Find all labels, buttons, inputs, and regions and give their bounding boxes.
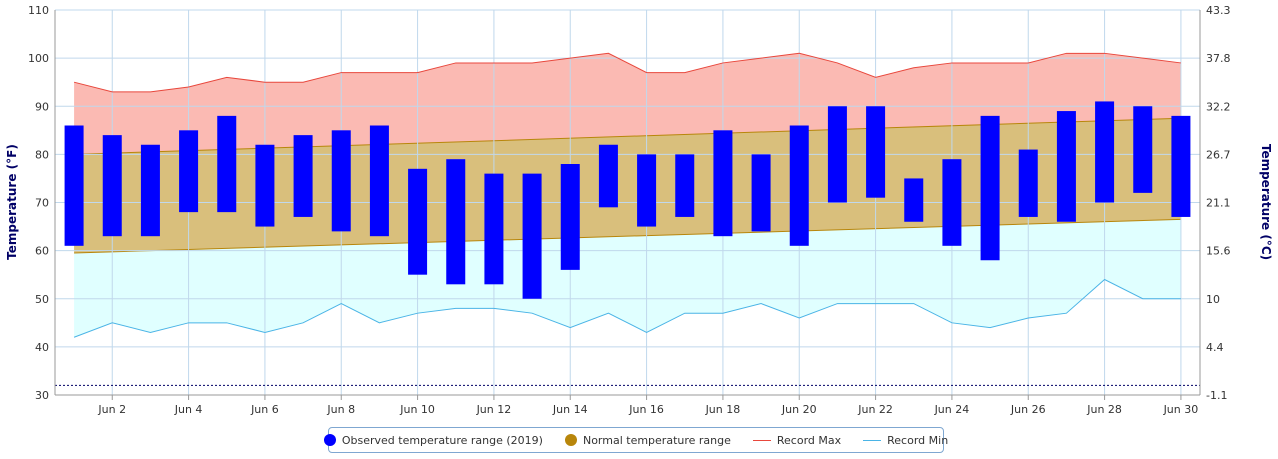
observed-bar[interactable] [789,125,809,246]
y-axis-left-title: Temperature (°F) [5,144,19,260]
observed-bar[interactable] [522,173,542,299]
y-right-tick-label: 15.6 [1206,245,1231,258]
y-axis-right-title: Temperature (°C) [1259,144,1273,260]
observed-bar[interactable] [675,154,695,217]
legend-item-record-max[interactable]: Record Max [752,433,842,447]
y-left-tick-label: 30 [35,389,49,402]
observed-bars[interactable] [64,101,1191,299]
observed-bar[interactable] [866,106,886,198]
y-right-tick-label: 37.8 [1206,52,1231,65]
record-min-line [73,278,1181,338]
observed-bar[interactable] [560,164,580,270]
x-tick-label: Jun 2 [97,403,126,416]
observed-bar[interactable] [179,130,199,213]
legend-normal-label: Normal temperature range [582,433,731,447]
x-tick-label: Jun 10 [399,403,435,416]
y-right-tick-label: -1.1 [1206,389,1227,402]
observed-bar[interactable] [1018,149,1038,217]
x-tick-label: Jun 6 [250,403,279,416]
x-tick-label: Jun 26 [1010,403,1046,416]
y-right-tick-label: 21.1 [1206,197,1231,210]
legend-record-min-label: Record Min [887,433,949,447]
observed-bar[interactable] [64,125,84,246]
observed-bar[interactable] [827,106,847,203]
area-fills [74,53,1181,338]
y-left-tick-label: 40 [35,341,49,354]
x-tick-label: Jun 4 [174,403,203,416]
record-min-band [74,219,1181,338]
record-max-band [74,53,1181,155]
observed-bar[interactable] [369,125,389,237]
observed-bar[interactable] [942,159,962,246]
legend-item-normal[interactable]: Normal temperature range [564,433,731,447]
legend-observed-symbol [323,434,336,446]
observed-bar[interactable] [331,130,351,232]
x-tick-label: Jun 22 [857,403,893,416]
y-right-tick-label: 26.7 [1206,148,1231,161]
x-tick-label: Jun 24 [934,403,970,416]
x-tick-label: Jun 12 [476,403,512,416]
y-right-tick-label: 4.4 [1206,341,1224,354]
observed-bar[interactable] [713,130,733,237]
legend-item-record-min[interactable]: Record Min [863,434,948,447]
y-right-tick-label: 32.2 [1206,100,1231,113]
observed-bar[interactable] [446,159,466,285]
observed-bar[interactable] [255,144,275,227]
observed-bar[interactable] [484,173,504,285]
legend-observed-label: Observed temperature range (2019) [341,433,543,447]
observed-bar[interactable] [1171,115,1191,217]
y-left-tick-label: 80 [35,148,49,161]
y-left-tick-label: 70 [35,197,49,210]
x-tick-label: Jun 28 [1086,403,1122,416]
observed-bar[interactable] [637,154,657,227]
chart-legend: Observed temperature range (2019) Normal… [323,427,948,453]
legend-normal-symbol [564,434,577,446]
observed-bar[interactable] [408,168,428,275]
legend-record-max-label: Record Max [776,433,842,447]
x-tick-label: Jun 30 [1163,403,1199,416]
observed-bar[interactable] [598,144,618,208]
y-left-tick-label: 90 [35,100,49,113]
y-left-tick-label: 100 [28,52,49,65]
x-tick-label: Jun 14 [552,403,588,416]
record-lines [55,52,1200,386]
record-max-line [73,52,1181,93]
legend-item-observed[interactable]: Observed temperature range (2019) [323,433,543,447]
observed-bar[interactable] [751,154,771,232]
legend-record-max-symbol [752,439,771,441]
y-right-tick-label: 10 [1206,293,1220,306]
x-tick-label: Jun 18 [705,403,741,416]
observed-bar[interactable] [102,135,122,237]
y-left-tick-label: 110 [28,4,49,17]
y-left-tick-label: 50 [35,293,49,306]
x-tick-label: Jun 16 [628,403,664,416]
observed-bar[interactable] [140,144,160,237]
temperature-chart: 30 -1.1 40 4.4 50 10 60 15.6 70 21.1 80 26.7 90 32.2 1… [5,4,1273,416]
observed-bar[interactable] [1056,111,1076,222]
observed-bar[interactable] [1095,101,1115,203]
observed-bar[interactable] [217,115,237,213]
y-right-tick-label: 43.3 [1206,4,1231,17]
observed-bar[interactable] [904,178,924,222]
y-left-tick-label: 60 [35,245,49,258]
observed-bar[interactable] [1133,106,1153,193]
x-tick-label: Jun 20 [781,403,817,416]
normal-range-band [74,118,1181,254]
observed-bar[interactable] [293,135,313,217]
legend-record-min-symbol [863,439,882,441]
x-tick-label: Jun 8 [326,403,355,416]
observed-bar[interactable] [980,115,1000,261]
axes: 30 -1.1 40 4.4 50 10 60 15.6 70 21.1 80 26.7 90 32.2 1… [28,4,1231,416]
